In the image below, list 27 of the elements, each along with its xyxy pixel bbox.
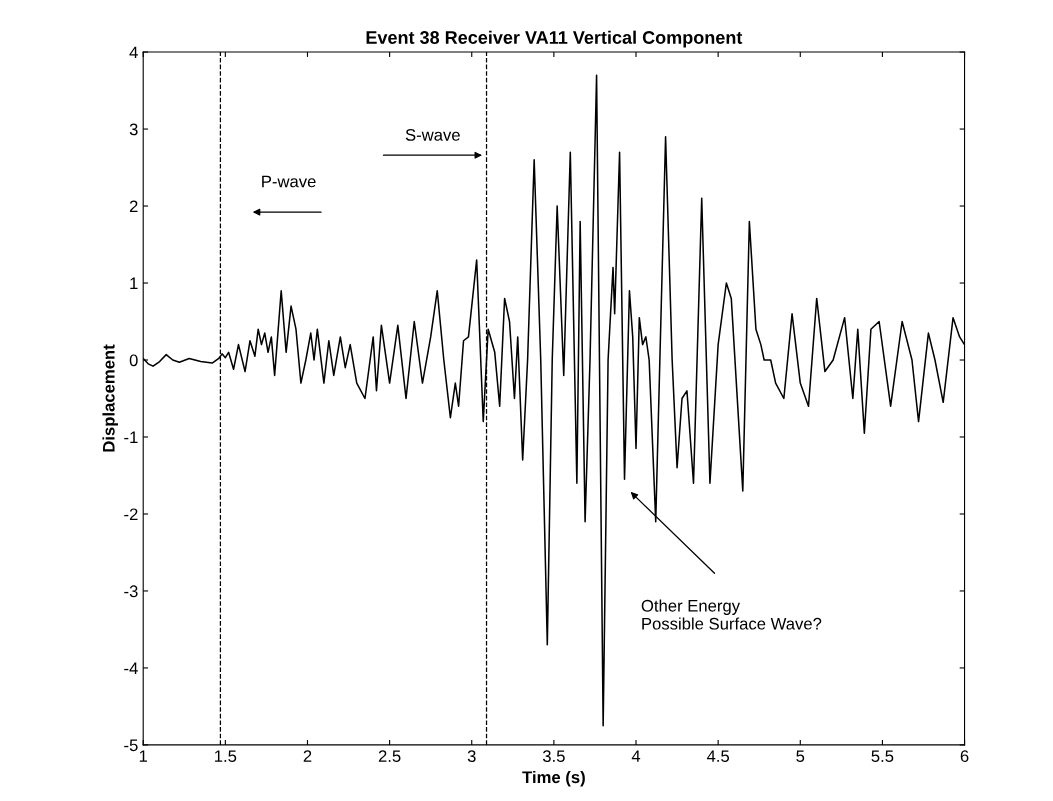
annotation: Other Energy Possible Surface Wave? — [641, 599, 822, 630]
y-tick-label: -5 — [124, 739, 138, 752]
x-tick-label: 4 — [631, 750, 641, 762]
x-tick-label: 2.5 — [378, 750, 401, 763]
y-tick-label: -1 — [124, 431, 138, 444]
x-tick-label: 1.5 — [215, 750, 237, 763]
y-axis-title: Displacement — [102, 344, 118, 452]
x-tick-label: 3.5 — [542, 750, 565, 763]
chart-title: Event 38 Receiver VA11 Vertical Component — [366, 30, 743, 48]
x-tick-label: 4.5 — [706, 750, 730, 763]
y-tick-label: 1 — [130, 277, 138, 290]
x-tick-label: 3 — [467, 750, 476, 763]
annotation: P-wave — [262, 175, 316, 188]
y-tick-label: 3 — [129, 123, 138, 136]
y-tick-label: -3 — [124, 585, 138, 598]
x-tick-label: 6 — [960, 750, 969, 763]
y-tick-label: 4 — [129, 46, 138, 59]
y-tick-label: 2 — [129, 200, 138, 213]
annotation: S-wave — [405, 129, 460, 141]
x-tick-label: 5.5 — [871, 750, 894, 763]
x-axis-title: Time (s) — [522, 770, 585, 787]
y-tick-label: -2 — [124, 508, 138, 521]
x-tick-label: 1 — [139, 750, 148, 762]
x-tick-label: 2 — [303, 750, 312, 762]
y-tick-label: -4 — [124, 662, 138, 674]
y-tick-label: 0 — [129, 354, 138, 367]
x-tick-label: 5 — [796, 750, 805, 763]
